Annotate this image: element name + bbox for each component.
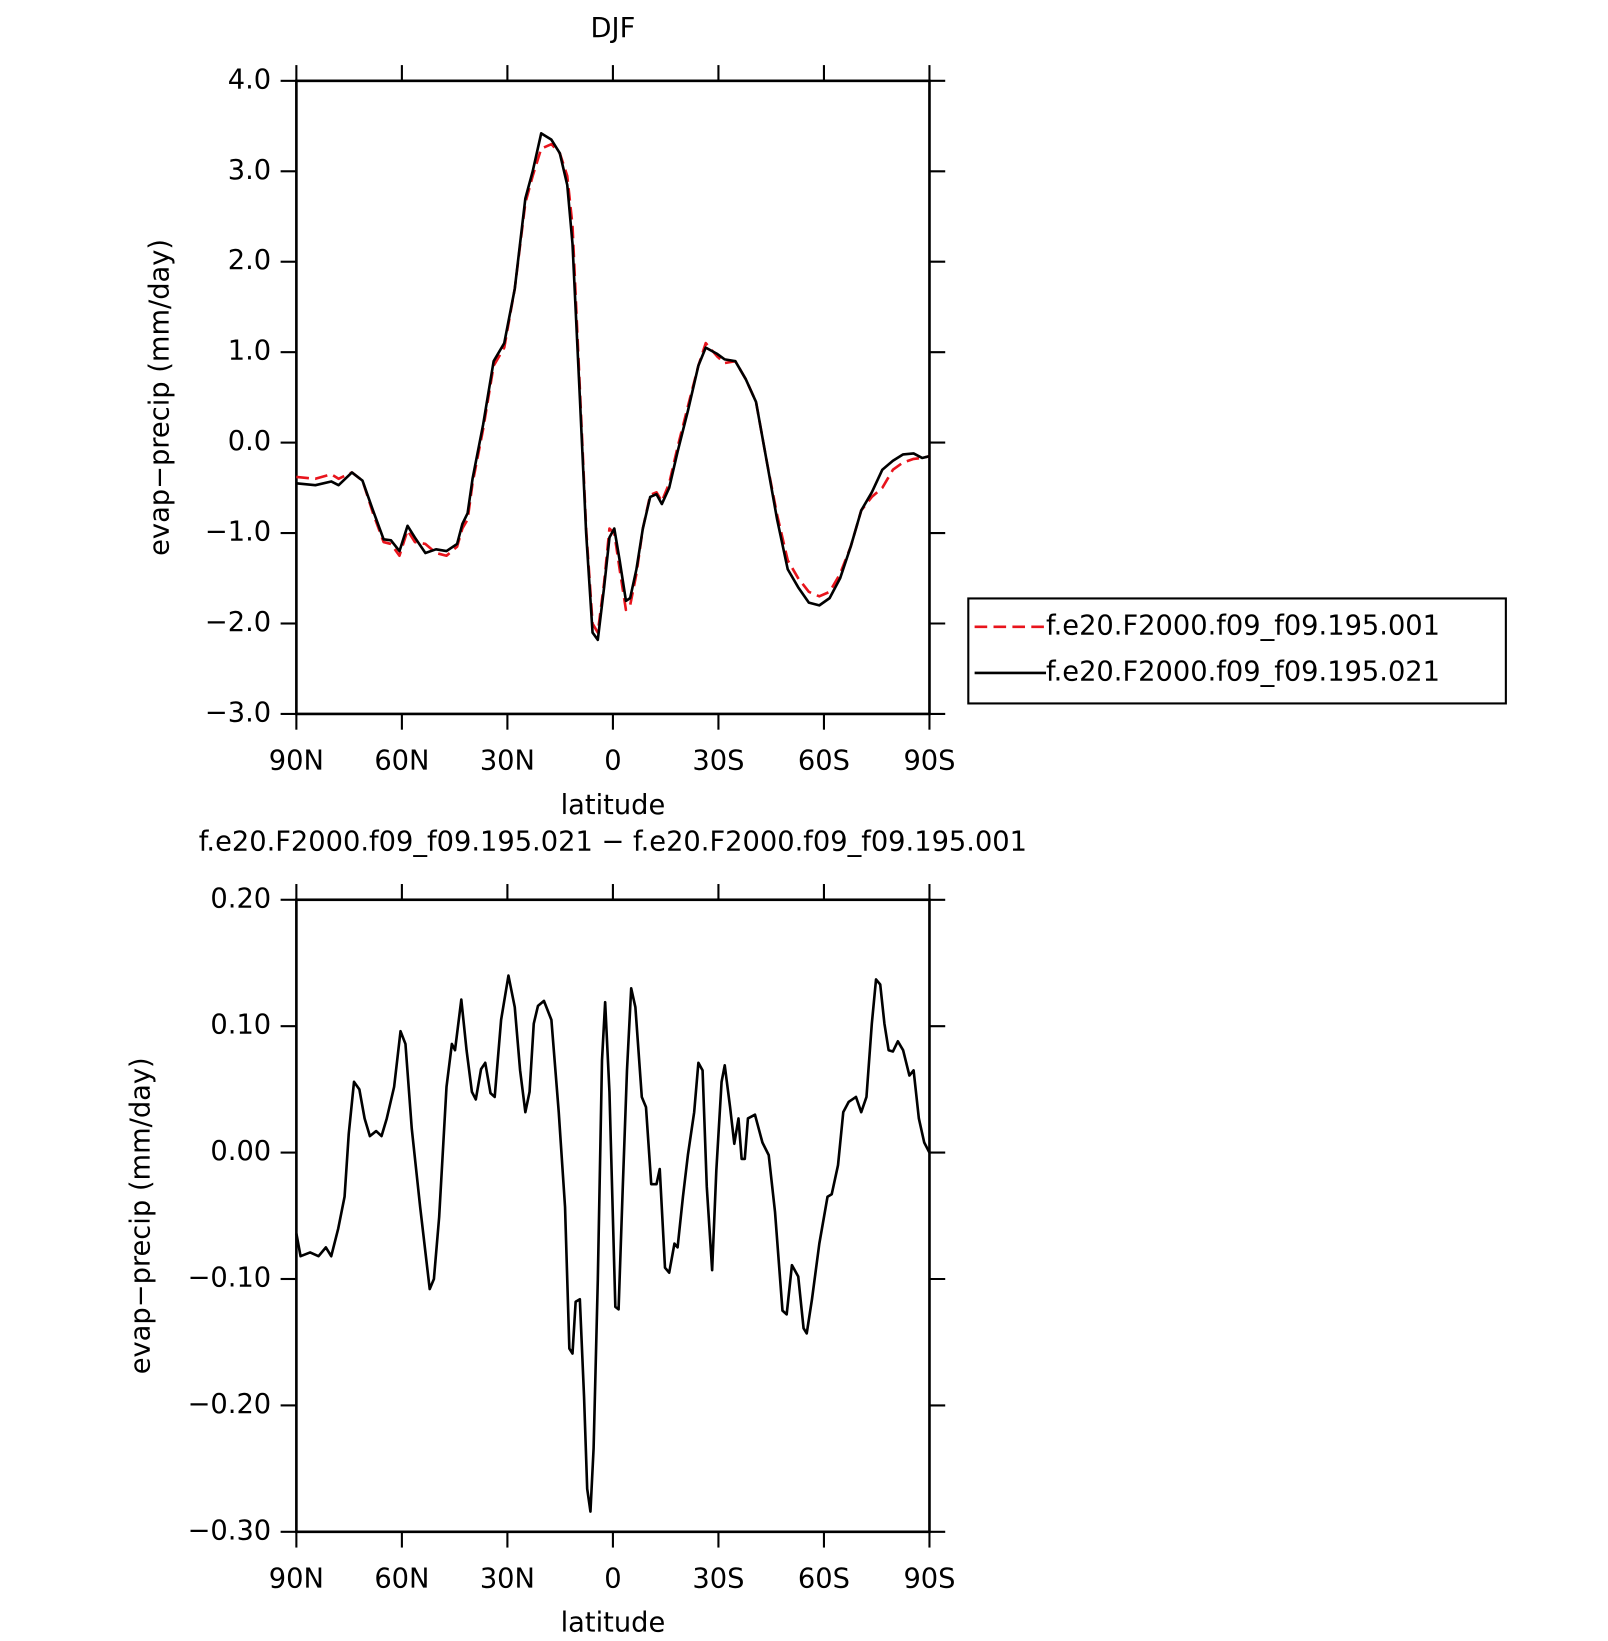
y-tick-label: 0.0	[228, 426, 271, 457]
x-tick-label: 60N	[374, 746, 429, 777]
chart-title: DJF	[591, 13, 636, 44]
x-tick-label: 30N	[480, 746, 535, 777]
chart-title: f.e20.F2000.f09_f09.195.021 − f.e20.F200…	[199, 827, 1027, 858]
x-tick-label: 90S	[903, 746, 955, 777]
legend-box	[967, 597, 1507, 705]
x-tick-label: 30S	[692, 746, 744, 777]
y-tick-label: 0.10	[210, 1010, 271, 1041]
x-tick-label: 30S	[692, 1564, 744, 1595]
legend-label: f.e20.F2000.f09_f09.195.021	[1046, 656, 1440, 687]
x-tick-label: 90S	[903, 1564, 955, 1595]
x-tick-label: 60N	[374, 1564, 429, 1595]
y-tick-label: −1.0	[205, 517, 271, 548]
x-tick-label: 90N	[269, 746, 324, 777]
y-tick-label: 0.20	[210, 883, 271, 914]
x-tick-label: 0	[604, 746, 621, 777]
y-tick-label: −2.0	[205, 607, 271, 638]
y-tick-label: 2.0	[228, 245, 271, 276]
y-tick-label: 1.0	[228, 336, 271, 367]
plot-frame	[295, 79, 931, 716]
y-axis-label: evap−precip (mm/day)	[126, 1057, 157, 1374]
x-axis-label: latitude	[561, 790, 666, 821]
x-axis-label: latitude	[561, 1608, 666, 1639]
x-tick-label: 60S	[798, 746, 850, 777]
data-line	[296, 142, 930, 634]
y-tick-label: −0.30	[188, 1515, 272, 1546]
legend-label: f.e20.F2000.f09_f09.195.001	[1046, 610, 1440, 641]
x-tick-label: 60S	[798, 1564, 850, 1595]
y-tick-label: −3.0	[205, 697, 271, 728]
data-line	[296, 132, 930, 642]
plot-frame	[295, 898, 931, 1534]
y-axis-label: evap−precip (mm/day)	[144, 239, 175, 556]
x-tick-label: 90N	[269, 1564, 324, 1595]
y-tick-label: −0.20	[188, 1389, 272, 1420]
y-tick-label: −0.10	[188, 1262, 272, 1293]
y-tick-label: 4.0	[228, 64, 271, 95]
x-tick-label: 0	[604, 1564, 621, 1595]
x-tick-label: 30N	[480, 1564, 535, 1595]
y-tick-label: 3.0	[228, 155, 271, 186]
y-tick-label: 0.00	[210, 1136, 271, 1167]
data-line	[295, 974, 931, 1513]
